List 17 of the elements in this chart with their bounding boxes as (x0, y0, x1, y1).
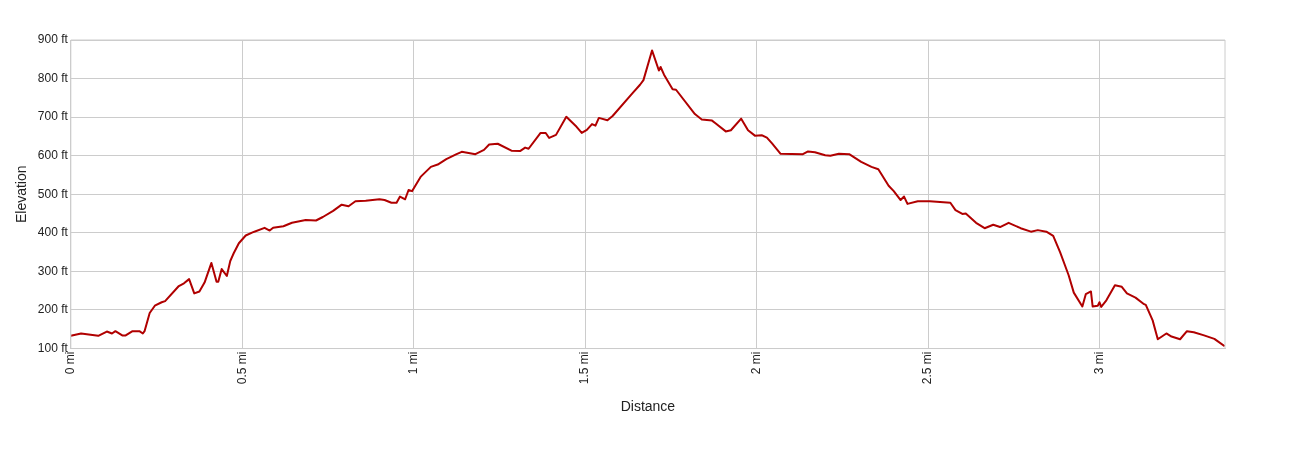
x-tick-label: 2.5 mi (920, 351, 935, 385)
y-tick-label: 400 ft (37, 225, 69, 240)
y-tick-label: 600 ft (37, 148, 69, 163)
y-tick-label: 500 ft (37, 186, 69, 201)
x-tick-label: 1.5 mi (577, 351, 592, 385)
y-tick-label: 700 ft (37, 109, 69, 124)
x-tick-label: 0 mi (63, 351, 78, 375)
x-tick-label: 2 mi (748, 351, 763, 375)
y-tick-label: 300 ft (37, 263, 69, 278)
y-tick-label: 800 ft (37, 70, 69, 85)
x-tick-label: 0.5 mi (234, 351, 249, 385)
y-tick-label: 200 ft (37, 302, 69, 317)
x-tick-label: 3 mi (1091, 351, 1106, 375)
x-tick-label: 1 mi (406, 351, 421, 375)
x-axis-title: Distance (620, 398, 676, 415)
y-tick-label: 900 ft (37, 32, 69, 47)
y-axis-title: Elevation (13, 165, 30, 224)
